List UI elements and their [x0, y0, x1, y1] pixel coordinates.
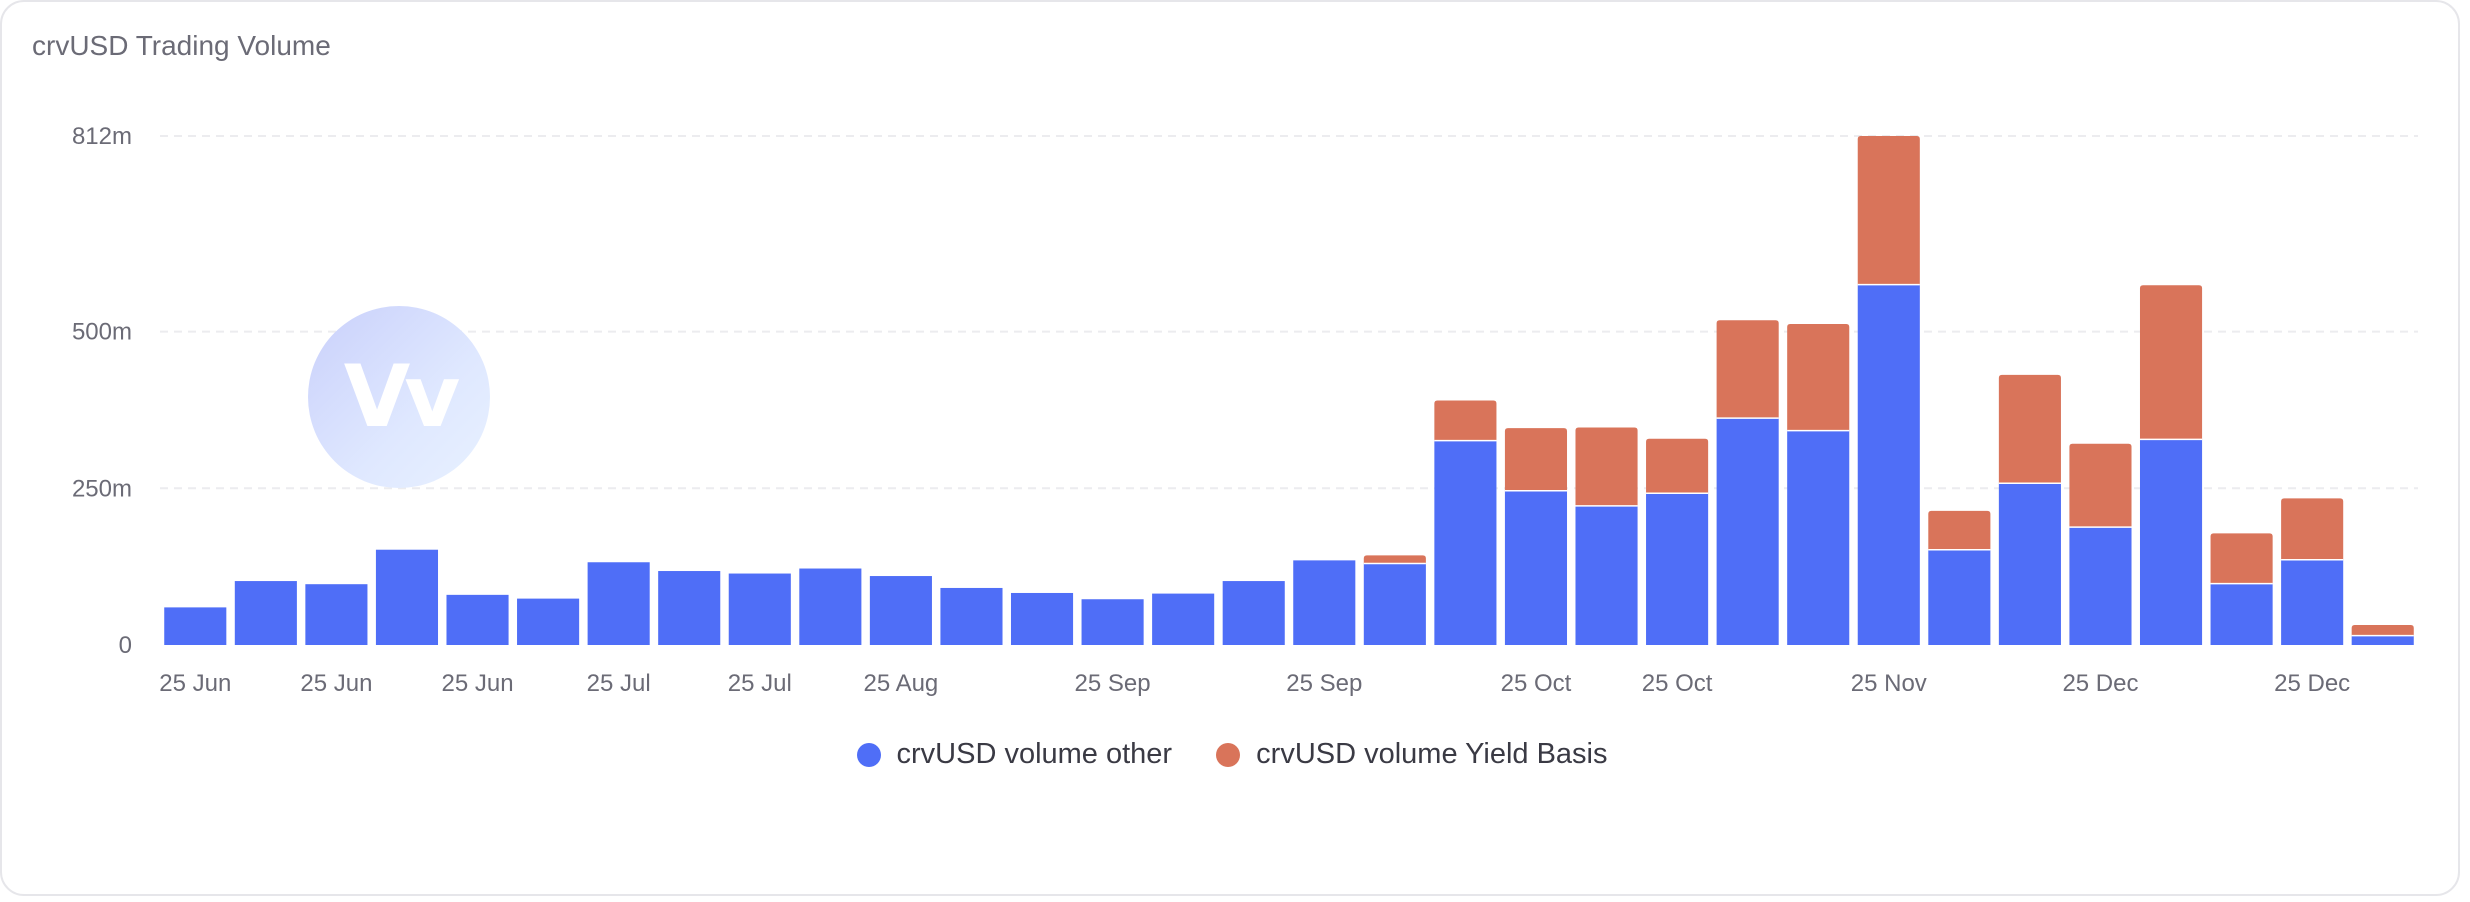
bar-other[interactable] [517, 598, 580, 645]
bar-other[interactable] [940, 587, 1003, 645]
bar-yield-basis[interactable] [1857, 136, 1920, 285]
bar-other[interactable] [1363, 563, 1426, 645]
x-tick-label: 25 Sep [1286, 670, 1362, 697]
bar-yield-basis[interactable] [1716, 320, 1779, 419]
chart-legend: crvUSD volume other crvUSD volume Yield … [2, 738, 2462, 775]
x-tick-label: 25 Dec [2062, 670, 2138, 697]
y-axis-ticks: 0 250m 500m 812m [72, 123, 132, 659]
bar-yield-basis[interactable] [2069, 443, 2132, 528]
bar-other[interactable] [2069, 527, 2132, 645]
x-tick-label: 25 Aug [864, 670, 939, 697]
x-axis-ticks: 25 Jun 25 Jun 25 Jun 25 Jul 25 Jul 25 Aug 25 S… [159, 670, 2350, 697]
watermark-logo: Vv [308, 306, 490, 488]
bar-other[interactable] [1998, 483, 2061, 645]
bar-other[interactable] [1081, 599, 1144, 645]
bar-other[interactable] [1716, 418, 1779, 645]
x-tick-label: 25 Oct [1642, 670, 1713, 697]
bar-yield-basis[interactable] [1787, 324, 1850, 431]
bars [164, 136, 2414, 645]
bar-other[interactable] [587, 562, 650, 645]
y-tick-label: 812m [72, 123, 132, 150]
legend-swatch-other [856, 742, 881, 767]
bar-other[interactable] [164, 607, 227, 645]
bar-other[interactable] [728, 573, 791, 645]
bar-other[interactable] [658, 571, 721, 645]
bar-yield-basis[interactable] [1575, 427, 1638, 506]
bar-other[interactable] [1787, 430, 1850, 645]
bar-yield-basis[interactable] [2210, 533, 2273, 584]
bar-other[interactable] [1575, 505, 1638, 645]
legend-label-yield-basis: crvUSD volume Yield Basis [1256, 738, 1608, 770]
chart-title: crvUSD Trading Volume [32, 30, 331, 61]
legend-swatch-yield-basis [1216, 742, 1241, 767]
bar-other[interactable] [2210, 583, 2273, 645]
bar-other[interactable] [446, 594, 509, 645]
bar-other[interactable] [2281, 559, 2344, 645]
watermark-logo-text: Vv [343, 347, 461, 447]
x-tick-label: 25 Dec [2274, 670, 2350, 697]
bar-other[interactable] [1152, 593, 1215, 645]
x-tick-label: 25 Sep [1075, 670, 1151, 697]
bar-other[interactable] [1222, 581, 1285, 645]
bar-other[interactable] [1857, 284, 1920, 645]
bar-other[interactable] [1434, 440, 1497, 645]
grid-lines [160, 135, 2418, 490]
x-tick-label: 25 Jul [728, 670, 792, 697]
x-tick-label: 25 Jun [442, 670, 514, 697]
bar-yield-basis[interactable] [1504, 428, 1568, 491]
bar-yield-basis[interactable] [1646, 438, 1709, 494]
x-tick-label: 25 Jun [159, 670, 231, 697]
bar-yield-basis[interactable] [1434, 400, 1497, 441]
bar-yield-basis[interactable] [1363, 555, 1426, 564]
bar-yield-basis[interactable] [1928, 510, 1991, 550]
bar-other[interactable] [1010, 592, 1074, 645]
y-tick-label: 250m [72, 475, 132, 502]
bar-other[interactable] [1928, 549, 1991, 645]
bar-other[interactable] [2139, 439, 2203, 645]
bar-other[interactable] [1504, 490, 1568, 645]
bar-other[interactable] [869, 576, 932, 645]
x-tick-label: 25 Jul [587, 670, 651, 697]
bar-other[interactable] [234, 581, 297, 645]
bar-yield-basis[interactable] [2139, 285, 2203, 440]
bar-other[interactable] [799, 568, 862, 645]
y-tick-label: 0 [119, 632, 132, 659]
bar-other[interactable] [2351, 635, 2414, 645]
bar-yield-basis[interactable] [2281, 498, 2344, 560]
bar-other[interactable] [375, 549, 439, 645]
x-tick-label: 25 Nov [1851, 670, 1927, 697]
bar-other[interactable] [305, 584, 368, 645]
x-tick-label: 25 Oct [1501, 670, 1572, 697]
bar-yield-basis[interactable] [1998, 374, 2061, 484]
bar-other[interactable] [1293, 560, 1356, 645]
y-tick-label: 500m [72, 319, 132, 346]
legend-label-other: crvUSD volume other [896, 738, 1173, 770]
x-tick-label: 25 Jun [300, 670, 372, 697]
bar-yield-basis[interactable] [2351, 624, 2414, 636]
bar-other[interactable] [1646, 493, 1709, 645]
legend-item-other[interactable]: crvUSD volume other [856, 738, 1173, 771]
legend-item-yield-basis[interactable]: crvUSD volume Yield Basis [1216, 738, 1608, 771]
